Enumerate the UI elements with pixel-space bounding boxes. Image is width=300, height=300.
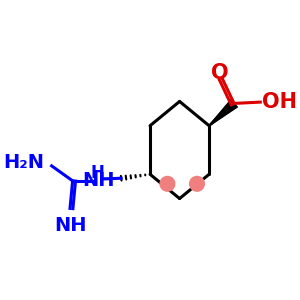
Circle shape <box>190 176 204 191</box>
Text: NH: NH <box>54 216 86 235</box>
Text: H: H <box>91 164 104 182</box>
Text: O: O <box>211 63 229 83</box>
Text: OH: OH <box>262 92 297 112</box>
Circle shape <box>160 176 175 191</box>
Text: NH: NH <box>82 171 115 190</box>
Text: H₂N: H₂N <box>3 153 44 172</box>
